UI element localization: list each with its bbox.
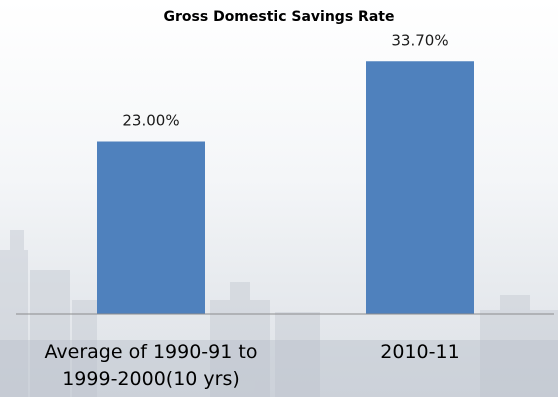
bar-1: [366, 61, 474, 314]
chart-title: Gross Domestic Savings Rate: [163, 9, 395, 25]
bar-0: [97, 141, 205, 314]
category-label-0-line-0: Average of 1990-91 to: [45, 341, 258, 363]
category-label-1: 2010-11: [380, 341, 459, 363]
category-label-0-line-1: 1999-2000(10 yrs): [62, 368, 240, 390]
data-label-0: 23.00%: [122, 112, 179, 130]
data-label-1: 33.70%: [391, 31, 448, 49]
